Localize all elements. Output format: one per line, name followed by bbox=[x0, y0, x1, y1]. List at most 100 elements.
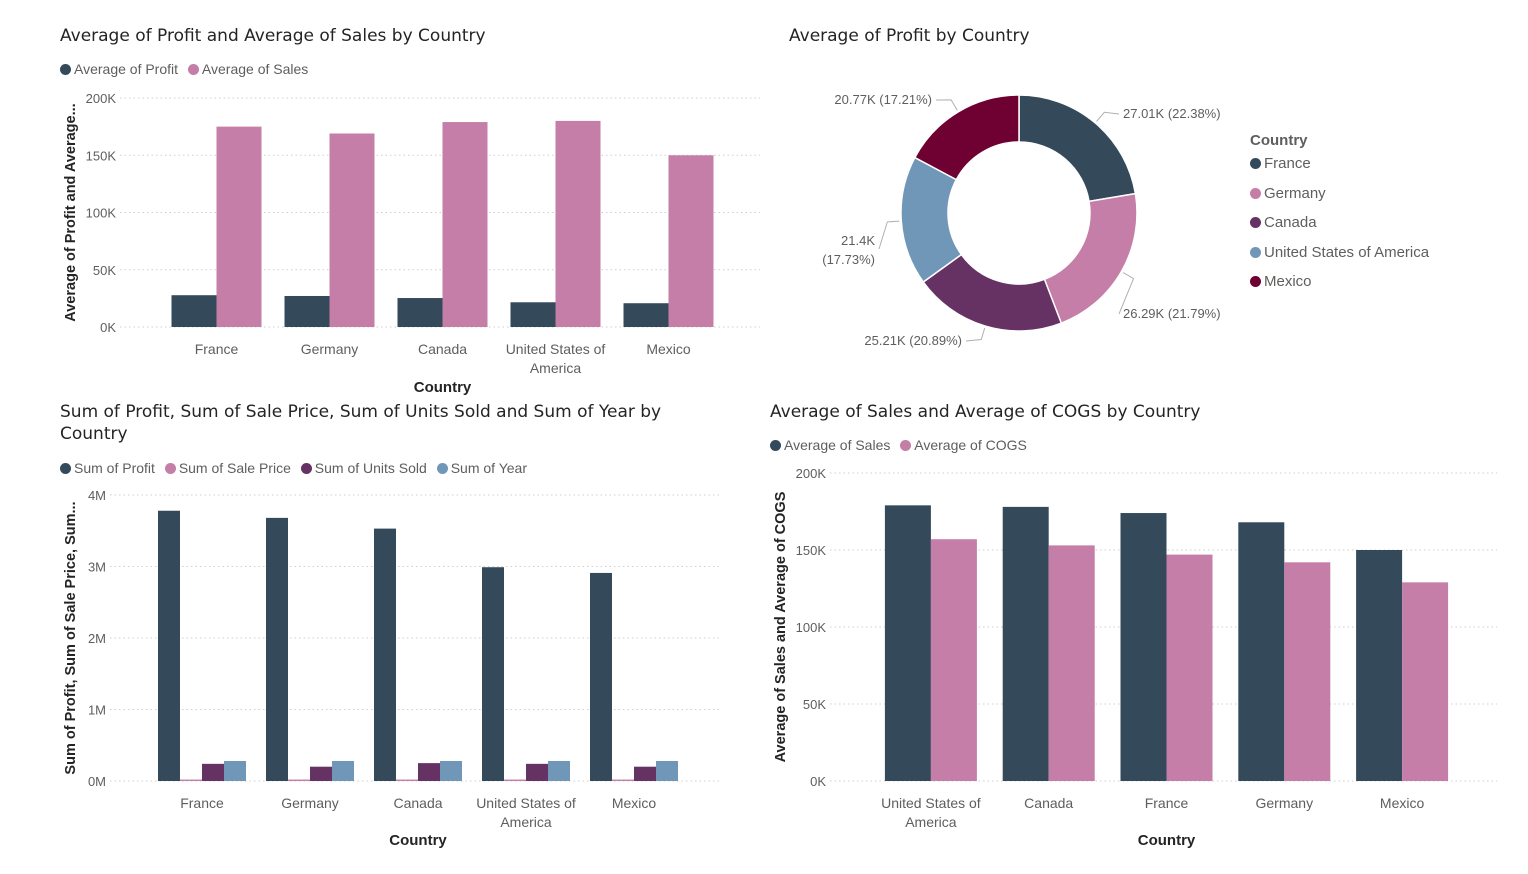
legend-item[interactable]: Sum of Profit bbox=[60, 460, 155, 476]
y-axis-title: Sum of Profit, Sum of Sale Price, Sum... bbox=[63, 501, 79, 774]
donut-leader-line bbox=[878, 220, 900, 250]
bar-average-of-sales bbox=[1120, 513, 1167, 781]
x-tick-label: Germany bbox=[301, 341, 359, 357]
bar-sum-of-units-sold bbox=[418, 763, 440, 781]
legend-item[interactable]: France bbox=[1250, 155, 1429, 185]
legend-label: United States of America bbox=[1264, 243, 1430, 261]
legend-item[interactable]: Germany bbox=[1250, 185, 1429, 215]
bar-average-of-sales bbox=[1356, 550, 1403, 781]
bar-average-of-profit bbox=[171, 295, 217, 327]
bar-sum-of-profit bbox=[374, 528, 396, 781]
legend-label: Sum of Profit bbox=[74, 460, 155, 476]
chart-legend: Country France Germany Canada United Sta… bbox=[1250, 132, 1429, 303]
x-tick-label: America bbox=[500, 814, 552, 830]
x-tick-label: France bbox=[180, 795, 224, 811]
y-tick-label: 4M bbox=[88, 488, 106, 503]
y-tick-label: 200K bbox=[86, 91, 117, 106]
bar-average-of-sales bbox=[668, 155, 714, 327]
bar-sum-of-year bbox=[656, 760, 678, 781]
y-tick-label: 1M bbox=[88, 703, 106, 718]
legend-item[interactable]: Sum of Sale Price bbox=[164, 460, 291, 476]
donut-leader-line bbox=[965, 327, 986, 342]
bar-sum-of-year bbox=[224, 760, 246, 781]
legend-item[interactable]: Sum of Year bbox=[436, 460, 527, 476]
bar-sum-of-profit bbox=[482, 567, 504, 781]
x-tick-label: Canada bbox=[1024, 795, 1073, 811]
bar-average-of-sales bbox=[442, 122, 488, 327]
legend-label: Sum of Year bbox=[450, 460, 527, 476]
legend-item[interactable]: United States of America bbox=[1250, 244, 1429, 274]
y-tick-label: 100K bbox=[796, 620, 827, 635]
bar-average-of-profit bbox=[510, 302, 556, 327]
donut-data-label: 20.77K (17.21%) bbox=[834, 92, 932, 107]
chart-title-line: Country bbox=[60, 424, 128, 444]
legend-dot bbox=[1250, 187, 1261, 199]
chart-panel-sums: Sum of Profit, Sum of Sale Price, Sum of… bbox=[0, 398, 764, 874]
bar-sum-of-units-sold bbox=[202, 763, 224, 781]
bar-average-of-cogs bbox=[1402, 582, 1449, 781]
y-tick-label: 100K bbox=[86, 206, 117, 221]
bar-average-of-profit bbox=[623, 303, 669, 327]
chart-legend: Average of Profit Average of Sales bbox=[60, 61, 314, 77]
bar-sum-of-profit bbox=[590, 572, 612, 781]
y-tick-label: 50K bbox=[803, 697, 826, 712]
legend-item[interactable]: Average of Sales bbox=[770, 437, 890, 453]
donut-data-label: (17.73%) bbox=[822, 252, 875, 267]
bar-average-of-profit bbox=[284, 295, 330, 327]
chart-title: Average of Sales and Average of COGS by … bbox=[770, 402, 1201, 422]
legend-label: France bbox=[1264, 155, 1311, 172]
donut-leader-line bbox=[935, 99, 958, 111]
x-tick-label: America bbox=[905, 814, 957, 830]
chart-title: Sum of Profit, Sum of Sale Price, Sum of… bbox=[60, 401, 661, 445]
legend-item[interactable]: Canada bbox=[1250, 214, 1429, 244]
legend-item[interactable]: Sum of Units Sold bbox=[300, 460, 427, 476]
legend-item[interactable]: Mexico bbox=[1250, 273, 1429, 303]
x-tick-label: France bbox=[1145, 795, 1189, 811]
bar-chart-svg: 0M 1M 2M 3M 4M France Germany Canada United Stat… bbox=[63, 488, 720, 849]
bar-sum-of-year bbox=[440, 760, 462, 781]
x-tick-label: Mexico bbox=[612, 795, 657, 811]
y-tick-label: 2M bbox=[88, 631, 106, 646]
x-tick-label: United States of bbox=[506, 341, 606, 357]
legend-dot bbox=[900, 440, 912, 451]
chart-panel-avg-profit-donut: Average of Profit by Country 27.01K (22.… bbox=[764, 0, 1528, 400]
legend-dot bbox=[1250, 246, 1261, 258]
bar-sum-of-sale-price bbox=[288, 779, 310, 781]
legend-item[interactable]: Average of Profit bbox=[60, 61, 178, 77]
legend-dot bbox=[60, 64, 71, 75]
legend-dot bbox=[300, 463, 312, 474]
bar-sum-of-units-sold bbox=[634, 766, 656, 781]
legend-label: Germany bbox=[1264, 184, 1326, 202]
chart-legend: Average of Sales Average of COGS bbox=[770, 437, 1033, 453]
donut-leader-line bbox=[1118, 272, 1135, 315]
y-tick-label: 150K bbox=[86, 148, 117, 163]
bar-average-of-cogs bbox=[1048, 545, 1095, 781]
legend-dot bbox=[60, 463, 71, 474]
y-tick-label: 50K bbox=[93, 263, 116, 278]
bar-sum-of-profit bbox=[158, 510, 180, 781]
donut-data-label: 27.01K (22.38%) bbox=[1123, 106, 1221, 121]
legend-label: Average of Profit bbox=[74, 61, 179, 77]
bar-sum-of-sale-price bbox=[612, 779, 634, 781]
x-tick-label: United States of bbox=[881, 795, 981, 811]
legend-dot bbox=[436, 463, 448, 474]
bar-average-of-sales bbox=[1002, 506, 1049, 781]
donut-chart-svg: 27.01K (22.38%) 26.29K (21.79%) 25.21K (20… bbox=[822, 92, 1221, 348]
bar-sum-of-sale-price bbox=[504, 779, 526, 781]
y-axis-title: Average of Profit and Average... bbox=[63, 103, 79, 321]
bar-chart-svg: 0K 50K 100K 150K 200K France Germany Canada Unit… bbox=[63, 91, 760, 396]
legend-label: Average of Sales bbox=[784, 437, 891, 453]
x-tick-label: America bbox=[530, 360, 582, 376]
x-tick-label: Canada bbox=[393, 795, 442, 811]
x-tick-label: United States of bbox=[476, 795, 576, 811]
legend-dot bbox=[164, 463, 176, 474]
donut-slice bbox=[1018, 94, 1137, 203]
bar-sum-of-units-sold bbox=[310, 766, 332, 781]
x-tick-label: Canada bbox=[418, 341, 467, 357]
legend-item[interactable]: Average of Sales bbox=[187, 61, 308, 77]
x-tick-label: Mexico bbox=[1380, 795, 1425, 811]
chart-panel-avg-sales-cogs: Average of Sales and Average of COGS by … bbox=[764, 398, 1528, 874]
legend-item[interactable]: Average of COGS bbox=[900, 437, 1027, 453]
x-axis-title: Country bbox=[389, 832, 447, 849]
donut-data-label: 26.29K (21.79%) bbox=[1123, 306, 1221, 321]
